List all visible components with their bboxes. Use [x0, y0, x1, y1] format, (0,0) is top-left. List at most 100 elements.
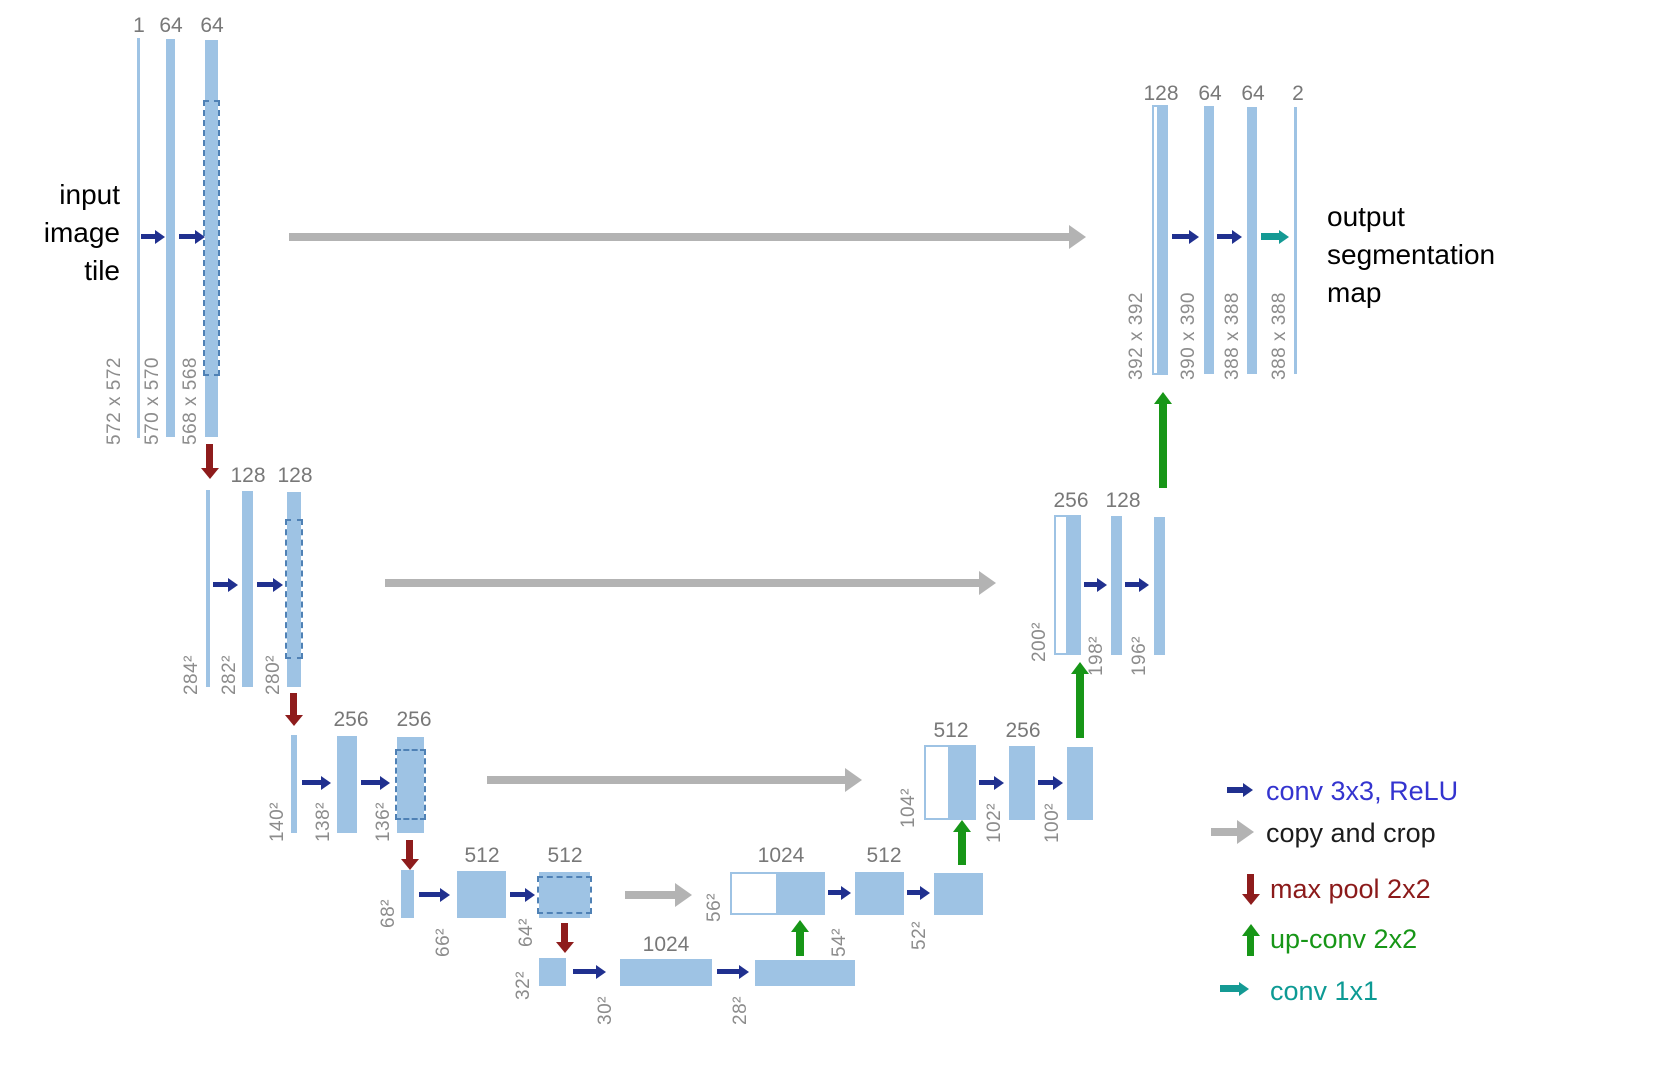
conv3x3-arrow	[1125, 582, 1139, 587]
max-pool-arrow	[290, 693, 297, 715]
size-label: 390 x 390	[1178, 292, 1199, 380]
size-label: 282²	[219, 654, 240, 695]
size-label: 28²	[730, 996, 751, 1025]
size-label: 102²	[984, 802, 1005, 843]
feature-map-bar	[242, 491, 253, 687]
channel-label: 128	[277, 464, 313, 487]
channel-label: 1024	[757, 844, 805, 867]
channel-label: 64	[1198, 82, 1222, 105]
legend-conv3x3: conv 3x3, ReLU	[1266, 776, 1459, 806]
legend-max-pool: max pool 2x2	[1270, 874, 1431, 904]
size-label: 200²	[1029, 621, 1050, 662]
feature-map-bar	[337, 736, 357, 833]
size-label: 104²	[898, 787, 919, 828]
concat-upconv-half	[1068, 515, 1081, 655]
input-label-line: tile	[84, 255, 120, 286]
conv3x3-arrow	[361, 780, 380, 785]
conv3x3-arrow	[302, 780, 321, 785]
size-label: 284²	[181, 654, 202, 695]
output-label-line: output	[1327, 201, 1405, 232]
size-label: 68²	[378, 899, 399, 928]
conv3x3-arrow	[1227, 787, 1243, 793]
feature-map-bar	[401, 870, 414, 918]
copy-crop-arrow	[625, 891, 675, 899]
channel-label: 1	[133, 14, 145, 37]
up-conv-arrow	[1076, 674, 1084, 738]
conv3x3-arrow	[717, 969, 739, 974]
channel-label: 512	[464, 844, 500, 867]
up-conv-arrow	[958, 832, 966, 865]
size-label: 280²	[263, 654, 284, 695]
feature-map-bar	[537, 872, 592, 918]
up-conv-arrow	[796, 932, 804, 956]
input-label-line: input	[59, 179, 120, 210]
size-label: 392 x 392	[1126, 292, 1147, 380]
channel-label: 64	[1241, 82, 1265, 105]
concat-copied-half	[730, 872, 778, 915]
size-label: 66²	[433, 928, 454, 957]
output-segmentation-map-label: output segmentation map	[1327, 198, 1495, 312]
max-pool-arrow	[1247, 874, 1254, 894]
size-label: 140²	[267, 801, 288, 842]
size-label: 54²	[829, 928, 850, 957]
concat-copied-half	[1054, 515, 1068, 655]
channel-label: 1024	[642, 933, 690, 956]
legend-up-conv: up-conv 2x2	[1270, 924, 1418, 954]
crop-region	[537, 876, 592, 914]
conv3x3-arrow	[419, 892, 440, 897]
crop-region	[395, 749, 426, 820]
crop-region	[285, 519, 303, 659]
size-label: 100²	[1042, 802, 1063, 843]
channel-label: 256	[1005, 719, 1041, 742]
channel-label: 128	[230, 464, 266, 487]
size-label: 570 x 570	[142, 357, 163, 445]
copy-crop-arrow	[289, 233, 1069, 241]
size-label: 138²	[313, 801, 334, 842]
output-label-line: segmentation	[1327, 239, 1496, 270]
conv3x3-arrow	[510, 892, 525, 897]
size-label: 30²	[595, 996, 616, 1025]
feature-map-bar	[539, 958, 566, 986]
feature-map-bar	[755, 960, 855, 986]
copy-crop-arrow	[385, 579, 979, 587]
conv3x3-arrow	[213, 582, 228, 587]
feature-map-bar	[457, 871, 506, 918]
conv1x1-arrow	[1220, 985, 1239, 992]
feature-map-bar	[855, 872, 904, 915]
conv3x3-arrow	[828, 890, 841, 895]
crop-region	[203, 100, 220, 376]
feature-map-bar	[1154, 517, 1165, 655]
channel-label: 256	[1053, 489, 1089, 512]
concat-copied-half	[924, 745, 950, 820]
up-conv-arrow	[1159, 404, 1167, 488]
conv3x3-arrow	[907, 890, 920, 895]
size-label: 136²	[373, 801, 394, 842]
size-label: 56²	[704, 893, 725, 922]
up-conv-arrow	[1247, 936, 1254, 956]
size-label: 572 x 572	[104, 357, 125, 445]
feature-map-bar	[1111, 516, 1122, 655]
conv3x3-arrow	[1217, 234, 1232, 239]
channel-label: 512	[933, 719, 969, 742]
channel-label: 2	[1292, 82, 1304, 105]
channel-label: 256	[396, 708, 432, 731]
conv3x3-arrow	[573, 969, 596, 974]
conv3x3-arrow	[1038, 780, 1053, 785]
conv3x3-arrow	[979, 780, 994, 785]
size-label: 196²	[1129, 635, 1150, 676]
size-label: 568 x 568	[180, 357, 201, 445]
feature-map-bar	[291, 735, 297, 833]
max-pool-arrow	[406, 840, 413, 859]
feature-map-bar	[934, 873, 983, 915]
copy-crop-arrow	[487, 776, 845, 784]
channel-label: 64	[159, 14, 183, 37]
concat-upconv-half	[1159, 105, 1168, 375]
conv3x3-arrow	[1172, 234, 1189, 239]
output-label-line: map	[1327, 277, 1382, 308]
size-label: 32²	[513, 971, 534, 1000]
conv3x3-arrow	[257, 582, 273, 587]
output-map-bar	[1294, 107, 1297, 374]
input-image-tile-label: input image tile	[30, 176, 120, 290]
conv3x3-arrow	[141, 234, 155, 239]
